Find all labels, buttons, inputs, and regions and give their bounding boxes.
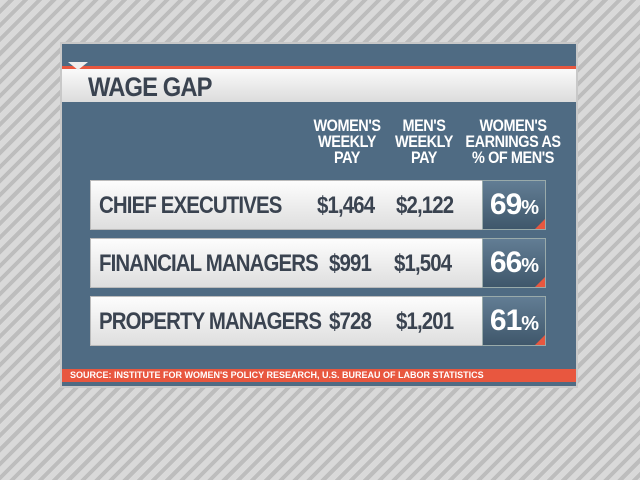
header-line: WEEKLY — [318, 132, 376, 151]
women-pay: $1,464 — [317, 192, 375, 219]
header-men-pay: MEN'S WEEKLY PAY — [390, 116, 458, 167]
source-note: SOURCE: INSTITUTE FOR WOMEN'S POLICY RES… — [62, 369, 576, 382]
percent-value: 61 — [489, 304, 522, 337]
row-label: CHIEF EXECUTIVES — [99, 192, 282, 219]
header-line: PAY — [333, 148, 361, 167]
percent-value: 69 — [489, 188, 522, 221]
table-row: CHIEF EXECUTIVES $1,464 $2,122 69% — [90, 180, 546, 230]
women-pay: $991 — [329, 250, 372, 277]
header-line: WOMEN'S — [479, 116, 547, 135]
header-line: % OF MEN'S — [472, 148, 554, 167]
percent-badge: 69% — [482, 180, 546, 230]
header-women-pay: WOMEN'S WEEKLY PAY — [309, 116, 386, 167]
table-row: FINANCIAL MANAGERS $991 $1,504 66% — [90, 238, 546, 288]
header-line: MEN'S — [402, 116, 446, 135]
table-row: PROPERTY MANAGERS $728 $1,201 61% — [90, 296, 546, 346]
header-line: EARNINGS AS — [465, 132, 561, 151]
row-label: FINANCIAL MANAGERS — [99, 250, 319, 277]
header-line: WEEKLY — [395, 132, 453, 151]
men-pay: $2,122 — [396, 192, 454, 219]
women-pay: $728 — [329, 308, 372, 335]
graphic-title: WAGE GAP — [88, 72, 213, 102]
percent-badge: 61% — [482, 296, 546, 346]
row-label: PROPERTY MANAGERS — [99, 308, 322, 335]
header-line: PAY — [410, 148, 438, 167]
triangle-marker-icon — [68, 62, 88, 70]
header-percent: WOMEN'S EARNINGS AS % OF MEN'S — [458, 116, 569, 167]
percent-badge: 66% — [482, 238, 546, 288]
wage-gap-graphic: WAGE GAP WOMEN'S WEEKLY PAY MEN'S WEEKLY… — [60, 42, 578, 388]
percent-sign: % — [521, 197, 539, 219]
header-line: WOMEN'S — [313, 116, 381, 135]
title-bar: WAGE GAP — [62, 66, 576, 102]
men-pay: $1,504 — [394, 250, 452, 277]
percent-value: 66 — [489, 246, 522, 279]
men-pay: $1,201 — [396, 308, 454, 335]
percent-sign: % — [521, 313, 539, 335]
percent-sign: % — [521, 255, 539, 277]
